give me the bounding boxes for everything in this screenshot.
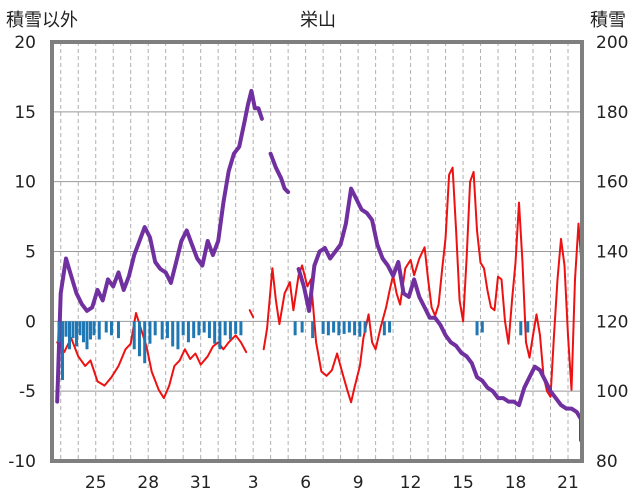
temperature-line [262,166,582,404]
precip-bar [143,321,147,364]
right-axis-title: 積雪 [590,10,626,31]
precip-bar [337,321,341,336]
x-tick-label: 3 [248,473,259,493]
precip-bar [207,321,211,339]
precip-bar [202,321,206,333]
y-right-tick-label: 120 [596,312,628,332]
left-axis-title: 積雪以外 [6,10,78,31]
precip-bar [64,321,68,337]
x-tick-label: 18 [505,473,527,493]
precip-bar [88,321,92,340]
precip-bar [81,321,85,343]
precip-bar [148,321,152,344]
x-tick-label: 31 [190,473,212,493]
precip-bar [171,321,175,347]
y-left-tick-label: 10 [14,173,36,193]
snow-depth-line [55,88,264,404]
precip-bar [519,321,523,336]
precip-bar [526,321,530,333]
precip-bar [186,321,190,343]
precip-bar [342,321,346,334]
y-left-tick-label: 15 [14,103,36,123]
y-left-tick-label: -5 [19,382,36,402]
precip-bar [57,321,61,343]
x-tick-label: 28 [137,473,159,493]
snow-depth-line [268,151,291,195]
y-right-tick-label: 160 [596,173,628,193]
x-tick-label: 25 [85,473,107,493]
precip-bar [234,321,238,334]
temperature-line [56,312,248,400]
precip-bar [132,321,136,350]
y-left-tick-label: 0 [25,312,36,332]
precip-bar [97,321,101,340]
precip-bar [192,321,196,339]
precip-bar [104,321,108,333]
precip-bar [300,321,304,333]
precip-bar [480,321,484,333]
precip-bar [78,321,82,336]
snow-depth-line [296,186,582,443]
precip-bar [92,321,96,336]
precip-bar [213,321,217,344]
precip-bar [311,321,315,339]
precip-bar [74,321,78,347]
y-right-tick-label: 180 [596,103,628,123]
precip-bar [353,321,357,336]
precip-bar [137,321,141,357]
precip-bar [321,321,325,334]
precip-bar [109,321,113,336]
precip-bar [293,321,297,336]
precip-bar [165,321,169,339]
chart-title: 栄山 [300,10,336,31]
precip-bar [67,321,71,350]
precip-bar [223,321,227,336]
precip-bar [116,321,120,339]
x-tick-label: 6 [300,473,311,493]
precip-bar [218,321,222,350]
precip-bar [197,321,201,336]
precip-bar [358,321,362,337]
y-right-tick-label: 200 [596,33,628,53]
precip-bar [153,321,157,336]
precip-bar [326,321,330,336]
precip-bar [181,321,185,336]
temperature-line [248,309,255,319]
x-tick-label: 21 [557,473,579,493]
precip-bar [347,321,351,333]
precip-bar [475,321,479,336]
precip-bar [160,321,164,340]
x-tick-label: 9 [353,473,364,493]
precip-bar [388,321,392,333]
plot-frame [50,40,584,463]
precip-bar [239,321,243,336]
x-tick-label: 15 [452,473,474,493]
y-right-tick-label: 80 [596,452,618,472]
precip-bar [228,321,232,340]
precip-bar [382,321,386,336]
precip-bar [85,321,89,350]
precip-bar [176,321,180,350]
axis-labels: -10 -5 0 5 10 15 20 80 100 120 140 160 180 200 25 28 31 3… [8,33,628,493]
x-tick-label: 12 [400,473,422,493]
precip-bar [60,321,64,380]
plot-area [55,88,582,443]
y-left-tick-label: 20 [14,33,36,53]
y-right-tick-label: 140 [596,243,628,263]
precip-bar [332,321,336,333]
precip-bar [71,321,75,339]
precip-bar [363,321,367,333]
y-left-tick-label: -10 [8,452,36,472]
y-left-tick-label: 5 [25,243,36,263]
y-right-tick-label: 100 [596,382,628,402]
